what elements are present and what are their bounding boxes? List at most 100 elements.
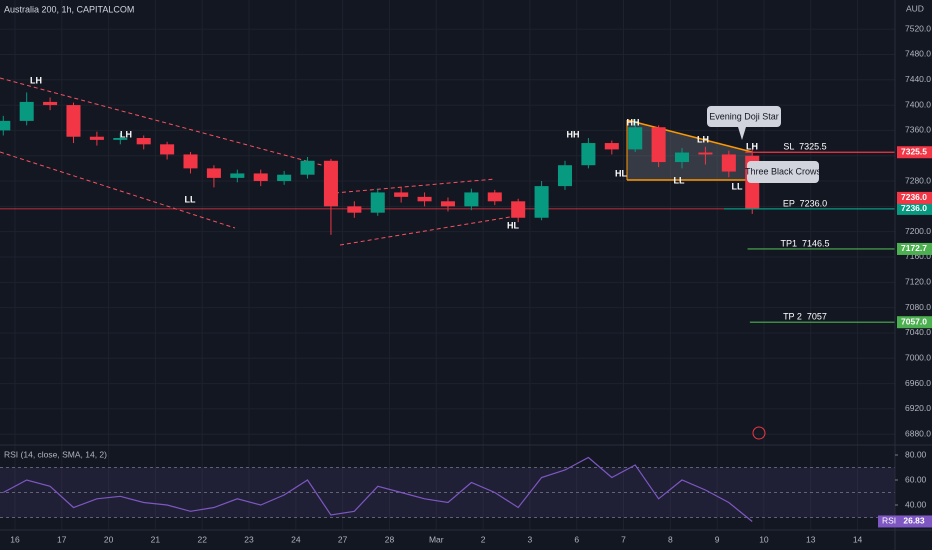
x-tick-label: Mar — [429, 534, 444, 544]
candle-body — [89, 136, 104, 140]
x-tick-label: 14 — [853, 534, 863, 544]
x-tick-label: 23 — [244, 534, 254, 544]
x-tick-label: 6 — [574, 534, 579, 544]
x-tick-label: 3 — [528, 534, 533, 544]
x-tick-label: 20 — [104, 534, 114, 544]
callout-box — [747, 161, 819, 183]
swing-label: LH — [697, 134, 709, 144]
candle-body — [19, 101, 34, 121]
y-tick-label: 7400.0 — [905, 99, 931, 109]
candle-body — [534, 186, 549, 218]
y-tick-label: 6880.0 — [905, 428, 931, 438]
candle-body — [300, 160, 315, 175]
level-text: TP 2 7057 — [783, 312, 827, 322]
rsi-tag-name: RSI — [882, 516, 896, 526]
candle-body — [604, 143, 619, 150]
y-tick-label: 7480.0 — [905, 49, 931, 59]
x-tick-label: 24 — [291, 534, 301, 544]
candle-body — [253, 173, 268, 182]
currency: AUD — [906, 3, 924, 13]
price-tag-label: 7057.0 — [901, 316, 927, 326]
price-tag — [878, 515, 932, 528]
y-tick-label: 7000.0 — [905, 353, 931, 363]
price-tag — [897, 316, 932, 329]
level-text: TP1 7146.5 — [780, 238, 829, 248]
alert-icon[interactable] — [752, 426, 766, 440]
x-tick-label: 21 — [151, 534, 161, 544]
swing-label: LL — [674, 175, 685, 185]
candle-body — [698, 152, 713, 155]
grid — [0, 0, 895, 530]
price-tag — [897, 191, 932, 204]
y-tick-label: 7120.0 — [905, 277, 931, 287]
candle-body — [0, 120, 11, 131]
x-tick-label: 16 — [10, 534, 20, 544]
swing-label: HH — [627, 117, 640, 127]
y-tick-label: 6920.0 — [905, 403, 931, 413]
candle-body — [511, 201, 526, 218]
swing-label: HH — [567, 129, 580, 139]
price-tag-label: 7325.5 — [901, 146, 927, 156]
x-tick-label: 28 — [385, 534, 395, 544]
x-tick-label: 2 — [481, 534, 486, 544]
candle-body — [557, 165, 573, 187]
candle-body — [394, 192, 409, 197]
channel-line — [334, 178, 496, 194]
swing-label: LH — [120, 129, 132, 139]
candle-body — [581, 143, 596, 166]
candle-body — [113, 137, 128, 140]
price-tag-label: 7236.0 — [901, 192, 927, 202]
candle-body — [136, 137, 151, 145]
y-tick-label: 7160.0 — [905, 251, 931, 261]
candle-body — [440, 201, 455, 207]
x-tick-label: 27 — [338, 534, 348, 544]
rsi-tick-label: 40.00 — [905, 499, 927, 509]
swing-label: LL — [185, 194, 196, 204]
candle-body — [43, 101, 58, 106]
candle-body — [487, 192, 502, 202]
rsi-line — [3, 456, 753, 522]
candle-body — [206, 168, 221, 178]
price-tag — [897, 146, 932, 159]
candle-body — [160, 144, 175, 155]
plot — [0, 92, 895, 522]
swing-label: HL — [615, 168, 627, 178]
level-text: EP 7236.0 — [783, 198, 827, 208]
candle-body — [651, 127, 666, 163]
price-tag-label: 7236.0 — [901, 203, 927, 213]
x-tick-label: 7 — [621, 534, 626, 544]
level-text: SL 7325.5 — [783, 142, 826, 152]
y-tick-label: 6960.0 — [905, 378, 931, 388]
channel-line — [0, 151, 236, 229]
y-tick-label: 7280.0 — [905, 175, 931, 185]
callout-text: Evening Doji Star — [709, 111, 779, 121]
candle-body — [277, 174, 292, 182]
x-tick-label: 22 — [197, 534, 207, 544]
rsi-title: RSI (14, close, SMA, 14, 2) — [4, 449, 107, 459]
x-tick-label: 10 — [759, 534, 769, 544]
y-tick-label: 7080.0 — [905, 302, 931, 312]
candle-body — [674, 152, 690, 163]
price-tag — [897, 202, 932, 215]
candle-body — [464, 192, 479, 207]
price-tag-label: 7172.7 — [901, 243, 927, 253]
y-tick-label: 7200.0 — [905, 226, 931, 236]
channel-line — [0, 77, 326, 167]
candle-body — [628, 127, 643, 150]
callout-box — [707, 106, 781, 127]
swing-label: HL — [507, 220, 519, 230]
price-tag — [897, 242, 932, 255]
candle-body — [230, 173, 245, 178]
rsi-tick-label: 60.00 — [905, 474, 927, 484]
swing-label: LH — [30, 75, 42, 85]
candle-body — [183, 154, 198, 169]
swing-label: LL — [732, 181, 743, 191]
candle-body — [370, 192, 385, 213]
callout-pointer — [738, 127, 746, 140]
rsi-tag-value: 26.83 — [903, 516, 925, 526]
x-tick-label: 13 — [806, 534, 816, 544]
candle-body — [721, 154, 736, 172]
y-tick-label: 7360.0 — [905, 125, 931, 135]
x-tick-label: 17 — [57, 534, 67, 544]
